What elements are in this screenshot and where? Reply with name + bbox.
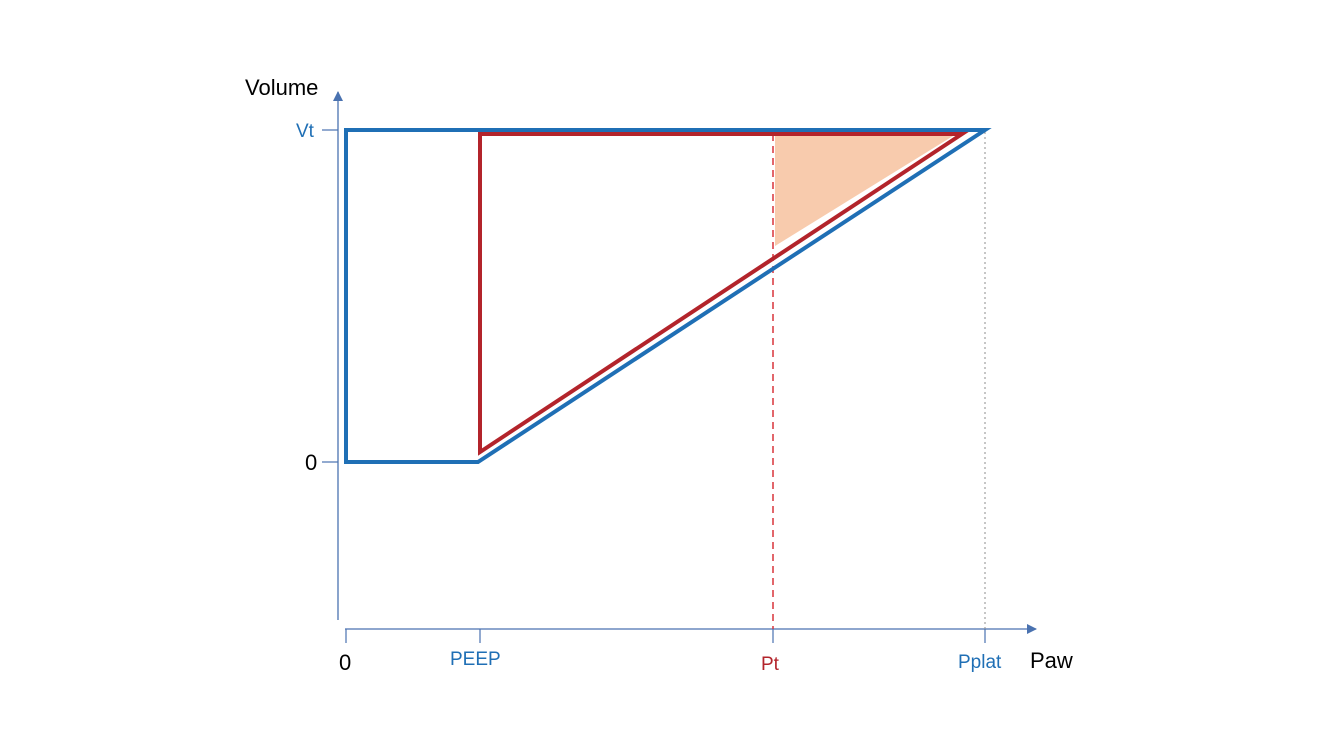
y-tick-label-vt: Vt [296,121,315,142]
blue-pv-loop [344,128,992,464]
x-tick-label-peep: PEEP [450,649,501,670]
shaded-area [775,136,953,246]
y-axis-label: Volume [245,75,318,100]
red-pv-loop [478,132,969,456]
x-tick-label-zero: 0 [339,650,351,675]
x-axis-label: Paw [1030,648,1073,673]
x-tick-label-pt: Pt [761,654,780,675]
x-tick-label-pplat: Pplat [958,652,1002,673]
y-tick-label-zero: 0 [305,450,317,475]
